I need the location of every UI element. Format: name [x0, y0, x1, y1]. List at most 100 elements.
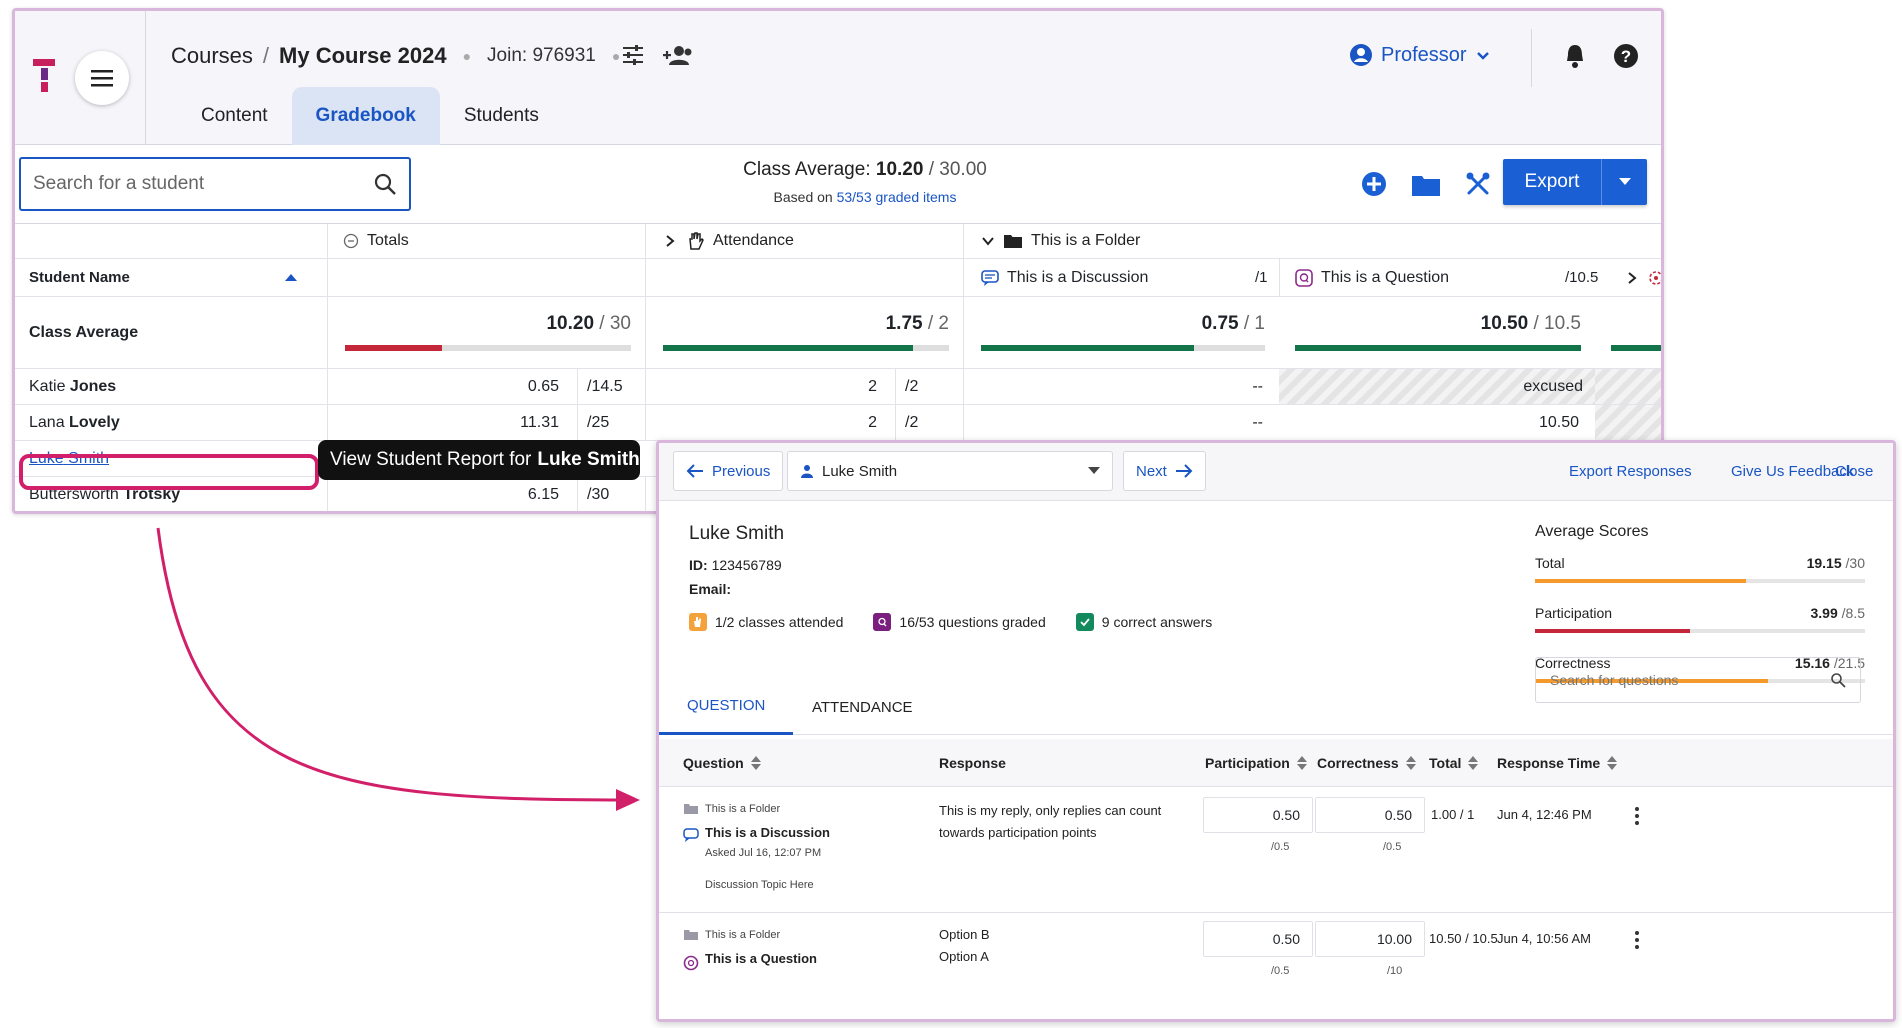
table-row: Lana Lovely 11.31 /25 2 /2 -- 10.50 — [15, 405, 1661, 441]
row-asked: Asked Jul 16, 12:07 PM — [705, 847, 822, 859]
person-icon — [801, 465, 813, 478]
column-participation[interactable]: Participation — [1205, 755, 1308, 771]
row-title[interactable]: This is a Question — [705, 951, 817, 966]
question-column-header[interactable]: This is a Question — [1295, 259, 1449, 296]
discussion-column-header[interactable]: This is a Discussion — [981, 259, 1148, 296]
export-button[interactable]: Export — [1503, 159, 1601, 205]
student-discussion[interactable]: -- — [1252, 377, 1263, 395]
student-total-max: /25 — [587, 413, 610, 431]
column-correctness[interactable]: Correctness — [1317, 755, 1417, 771]
student-name-link[interactable]: Luke Smith — [29, 449, 110, 467]
column-question[interactable]: Question — [683, 755, 762, 771]
student-select[interactable]: Luke Smith — [787, 451, 1113, 491]
attendance-group-header[interactable]: Attendance — [663, 224, 794, 258]
tab-gradebook[interactable]: Gradebook — [291, 87, 440, 145]
class-average-summary: Class Average: 10.20 / 30.00 Based on 53… — [615, 159, 1115, 205]
close-link[interactable]: Close — [1835, 463, 1874, 480]
breadcrumb-separator: / — [262, 43, 270, 68]
folder-label: This is a Folder — [1031, 232, 1141, 249]
sliders-icon[interactable] — [621, 43, 645, 67]
question-icon — [1295, 268, 1313, 287]
tab-question[interactable]: QUESTION — [659, 679, 794, 735]
sort-icon — [1405, 756, 1416, 770]
class-average-label: Class Average: — [743, 159, 871, 180]
sort-icon — [1296, 756, 1307, 770]
table-row: This is a Folder This is a Question Opti… — [659, 913, 1893, 1019]
more-options-icon[interactable] — [1635, 807, 1641, 828]
student-total[interactable]: 0.65 — [527, 377, 559, 395]
export-responses-link[interactable]: Export Responses — [1569, 463, 1692, 480]
question-search-input[interactable]: Search for questions — [1535, 657, 1861, 703]
student-total[interactable]: 6.15 — [527, 486, 559, 503]
sort-asc-icon[interactable] — [285, 273, 297, 281]
participation-max: /0.5 — [1271, 965, 1290, 977]
breadcrumb-courses[interactable]: Courses — [171, 43, 253, 68]
discussion-icon — [981, 269, 999, 286]
app-logo-icon — [33, 59, 55, 97]
discussion-progress-bar — [981, 345, 1265, 351]
settings-alert-icon[interactable] — [1647, 269, 1664, 287]
add-people-icon[interactable] — [663, 43, 695, 67]
export-dropdown-button[interactable] — [1601, 159, 1647, 205]
participation-input[interactable]: 0.50 — [1203, 921, 1313, 957]
hatched-cell — [1595, 369, 1661, 404]
student-name-heading: Luke Smith — [689, 523, 785, 544]
tools-icon[interactable] — [1465, 171, 1491, 197]
bell-icon[interactable] — [1563, 43, 1587, 69]
tab-students[interactable]: Students — [463, 105, 539, 126]
student-discussion[interactable]: -- — [1252, 413, 1263, 431]
previous-button[interactable]: Previous — [673, 451, 784, 491]
student-name-header[interactable]: Student Name — [29, 269, 130, 286]
role-dropdown[interactable]: Professor — [1349, 43, 1491, 67]
chevron-right-icon[interactable] — [1625, 271, 1639, 285]
report-tabs: QUESTION ATTENDANCE — [659, 679, 1893, 735]
column-total[interactable]: Total — [1429, 755, 1479, 771]
export-button-group: Export — [1503, 159, 1647, 205]
graded-items-link[interactable]: 53/53 graded items — [836, 189, 957, 205]
student-attendance[interactable]: 2 — [868, 377, 877, 395]
student-search-input[interactable]: Search for a student — [19, 157, 411, 211]
column-response-time[interactable]: Response Time — [1497, 755, 1618, 771]
student-attendance[interactable]: 2 — [868, 413, 877, 431]
tab-content[interactable]: Content — [201, 105, 268, 126]
question-icon — [873, 613, 892, 631]
student-question[interactable]: excused — [1279, 369, 1595, 404]
join-code: Join: 976931 — [487, 45, 596, 66]
arrow-left-icon — [686, 464, 703, 478]
menu-button[interactable] — [75, 51, 129, 105]
tab-attendance[interactable]: ATTENDANCE — [812, 698, 913, 716]
app-header: Courses / My Course 2024 ● Join: 976931 … — [15, 11, 1661, 145]
breadcrumb-current: My Course 2024 — [279, 43, 447, 68]
student-name[interactable]: Katie Jones — [29, 377, 117, 395]
participation-input[interactable]: 0.50 — [1203, 797, 1313, 833]
next-button[interactable]: Next — [1123, 451, 1206, 491]
row-total: 10.50 / 10.5 — [1429, 931, 1498, 946]
more-options-icon[interactable] — [1635, 931, 1641, 952]
help-icon[interactable]: ? — [1613, 43, 1639, 69]
student-email: Email: — [689, 581, 732, 597]
attendance-progress-bar — [663, 345, 949, 351]
add-circle-icon[interactable] — [1361, 171, 1387, 197]
correctness-input[interactable]: 10.00 — [1315, 921, 1425, 957]
tooltip-text: View Student Report for — [330, 449, 532, 470]
dot-separator: ● — [462, 48, 472, 64]
check-icon — [1075, 613, 1094, 631]
folder-icon[interactable] — [1411, 173, 1441, 197]
table-row: Katie Jones 0.65 /14.5 2 /2 -- excused — [15, 369, 1661, 405]
folder-group-header[interactable]: This is a Folder — [981, 224, 1140, 258]
correctness-max: /0.5 — [1383, 841, 1402, 853]
give-feedback-link[interactable]: Give Us Feedback — [1731, 463, 1855, 480]
role-label: Professor — [1381, 43, 1467, 66]
discussion-icon — [683, 828, 699, 842]
column-header-row: Student Name This is a Discussion /1 Thi… — [15, 259, 1664, 297]
student-name[interactable]: Buttersworth Trotsky — [29, 486, 181, 503]
student-total[interactable]: 11.31 — [520, 413, 559, 431]
report-topbar: Previous Luke Smith Next Export Response… — [659, 443, 1893, 501]
student-question[interactable]: 10.50 — [1538, 413, 1579, 431]
totals-group-header[interactable]: Totals — [343, 224, 409, 258]
question-progress-bar — [1295, 345, 1581, 351]
search-placeholder: Search for a student — [33, 173, 205, 194]
row-title[interactable]: This is a Discussion — [705, 825, 830, 840]
correctness-input[interactable]: 0.50 — [1315, 797, 1425, 833]
student-name[interactable]: Lana Lovely — [29, 413, 120, 431]
